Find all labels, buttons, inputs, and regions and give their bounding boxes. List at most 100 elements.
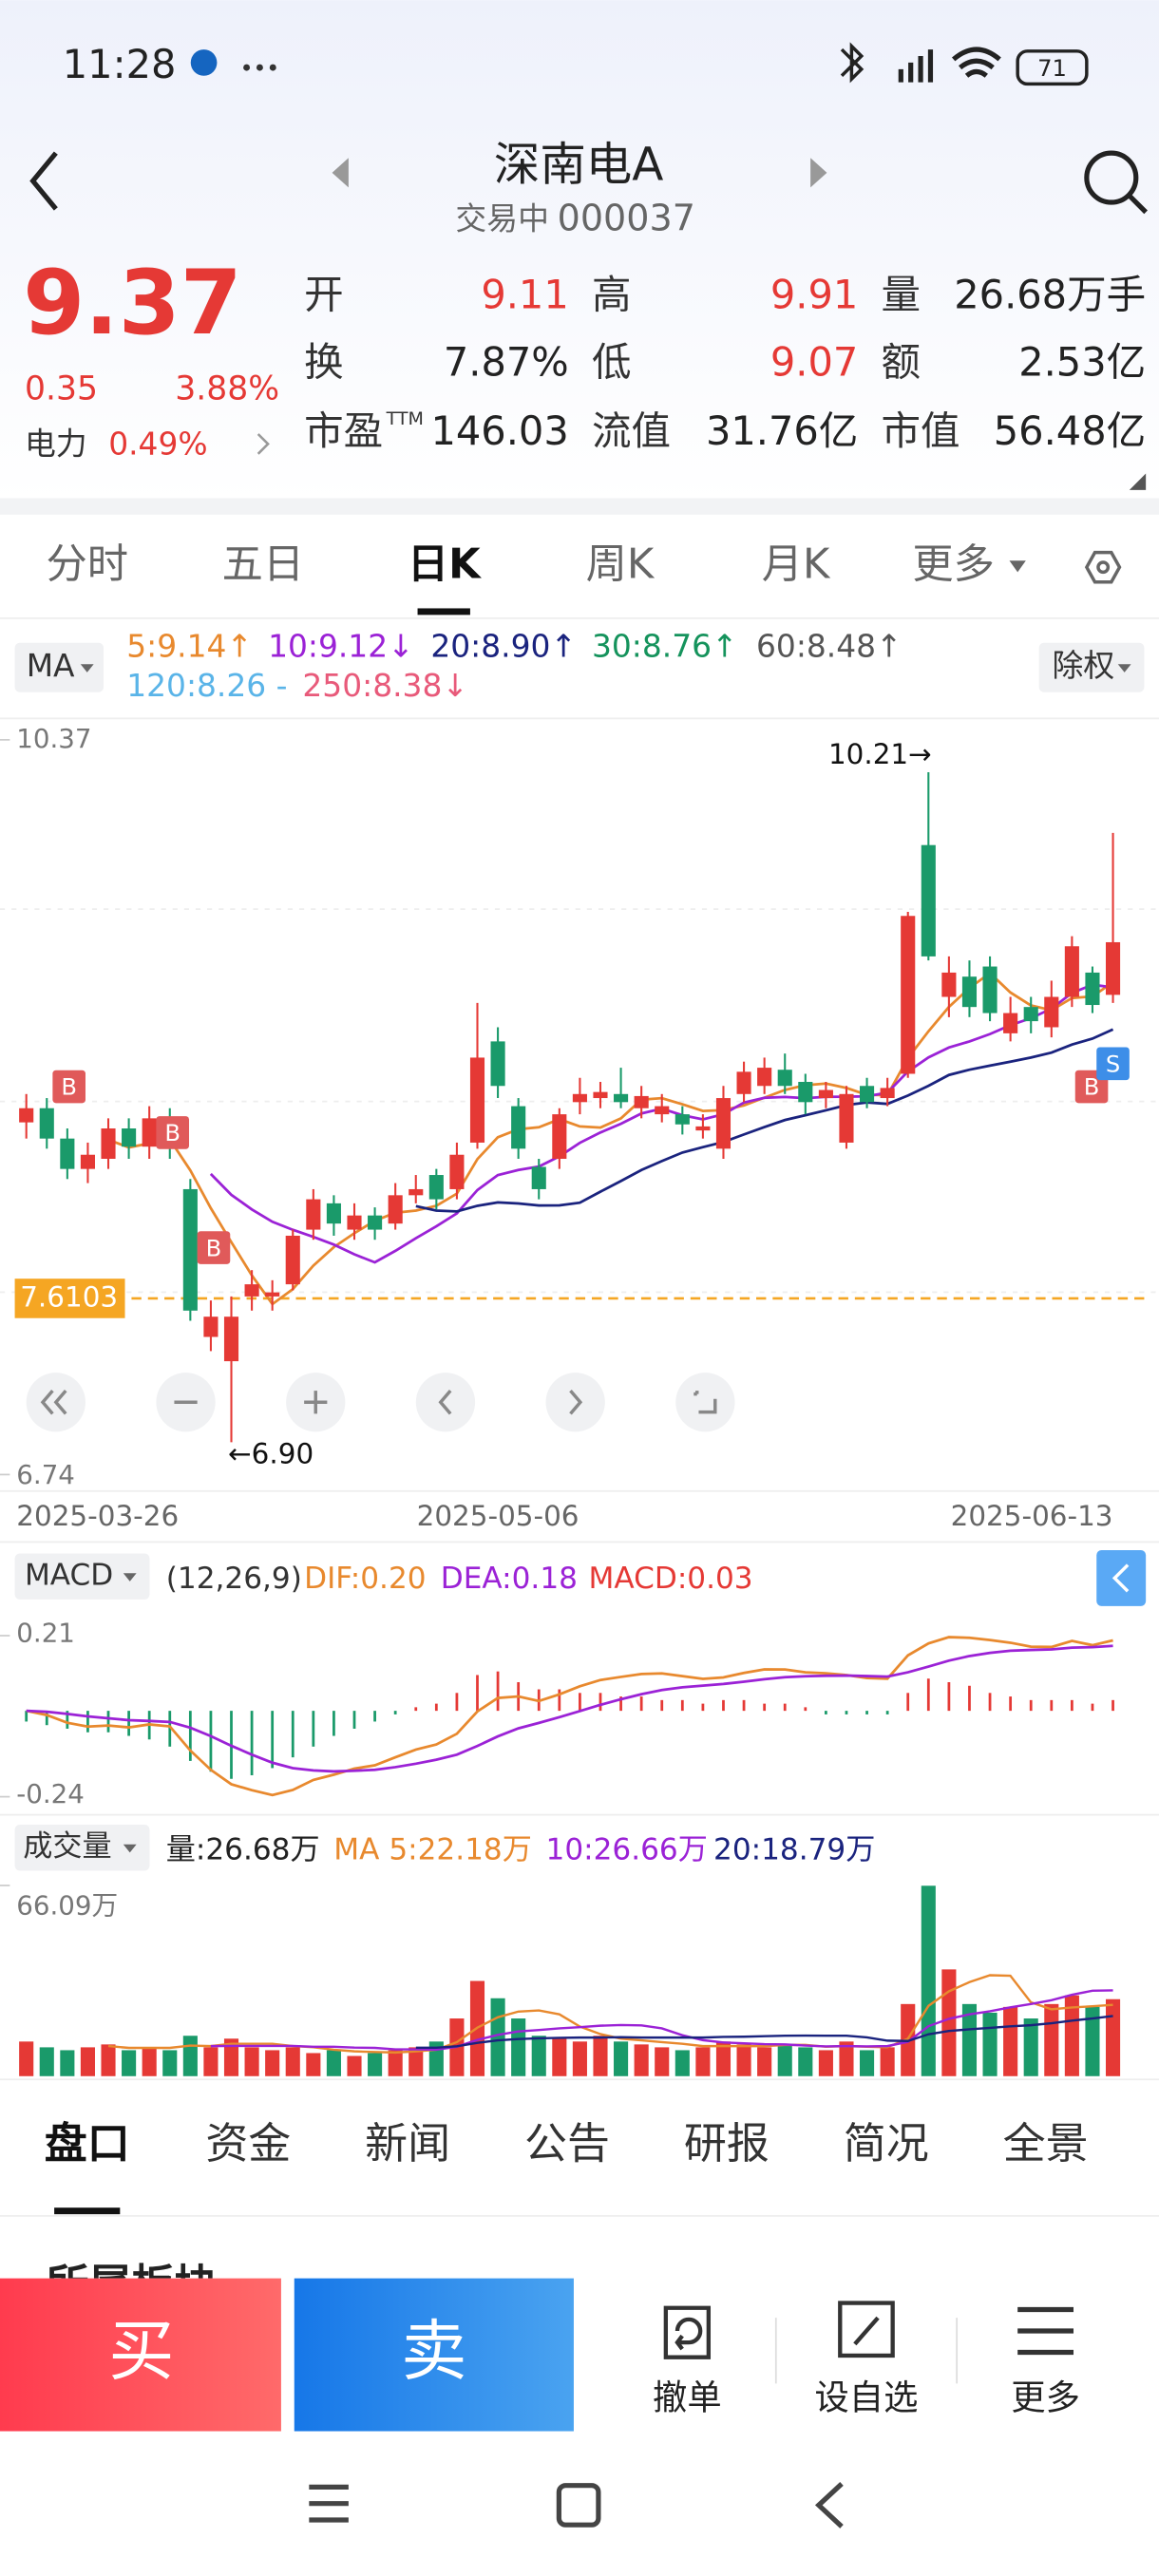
vol-legend: 20:18.79万 [713,1833,875,1867]
bluetooth-icon [840,42,864,84]
settings-dot [1096,560,1111,575]
ma-legend: 120:8.26 - [126,667,287,704]
vol-selector-bg[interactable] [14,1825,150,1871]
next-stock[interactable] [810,158,827,188]
status-time: 11:28 [63,41,177,87]
info-tab[interactable]: 盘口 [45,2118,130,2169]
macd-selector-bg[interactable] [14,1553,150,1600]
period-tab[interactable]: 分时 [46,541,128,589]
field-value: 9.91 [770,271,858,317]
volume-bar [80,2047,95,2076]
wifi-icon [951,47,1001,78]
dif-line [26,1636,1113,1797]
ma-selector-bg[interactable] [14,642,104,692]
candle-body [122,1128,137,1147]
more-icon[interactable] [1017,2306,1074,2356]
buy-button[interactable] [0,2278,281,2432]
candle-body [80,1154,95,1169]
candle-body [961,976,978,1008]
period-tab[interactable]: 更多 [912,541,995,589]
vol-legend: 量:26.68万 [166,1833,320,1867]
sell-label: 卖 [401,2314,466,2390]
candle-body [901,916,916,1074]
volume-bar [860,2050,875,2076]
candle-body [1023,1007,1038,1022]
cancel-icon[interactable] [663,2305,712,2359]
zoom-button[interactable] [415,1373,476,1432]
dropdown-arrow [1117,664,1131,672]
volume-bar [941,1969,957,2076]
period-tab[interactable]: 日K [408,541,482,589]
back-button[interactable] [29,151,58,211]
vol-selector: 成交量 [23,1829,111,1864]
adjust-bg[interactable] [1038,642,1145,692]
info-tab[interactable]: 公告 [524,2118,610,2169]
cost-label-bg [14,1279,125,1318]
candle-body [634,1095,649,1108]
trade-marker-bg [1096,1047,1130,1081]
power-arrow[interactable] [256,433,270,455]
volume-bar [182,2036,198,2076]
dea-line [26,1644,1113,1773]
trade-status: 交易中 [455,200,549,237]
info-tab[interactable]: 新闻 [365,2118,450,2169]
kline-chart: MA 除权 5:9.14↑ 10:9.12↓ 20:8.90↑ 30:8.76↑ 60:8.… [0,627,1159,2076]
field-value: 31.76亿 [706,407,858,454]
y-tick-label: 0.21 [16,1617,75,1648]
candle-body [265,1292,280,1297]
settings-icon[interactable] [1084,550,1122,584]
field-label: 额 [882,338,922,385]
ma-legend: 20:8.90↑ [430,627,577,664]
stock-name: 深南电A [494,139,663,192]
last-price: 9.37 [23,252,242,355]
info-tab[interactable]: 全景 [1003,2118,1089,2169]
candle-body [1003,1013,1018,1033]
volume-ma-line [415,2015,1113,2050]
vol-legend: MA 5:22.18万 [333,1833,532,1867]
sell-button[interactable] [294,2278,574,2432]
collapse-button[interactable] [1096,1550,1147,1606]
volume-bar [490,1998,505,2076]
ma-line [107,971,1114,1306]
zoom-button[interactable] [675,1373,735,1432]
info-tab[interactable]: 简况 [844,2118,929,2169]
info-tab[interactable]: 研报 [684,2118,770,2169]
volume-bar [347,2055,362,2076]
candle-body [921,844,936,957]
volume-bar [122,2050,137,2076]
nav-back[interactable] [814,2482,844,2529]
zoom-button[interactable] [545,1373,605,1432]
volume-bar [244,2047,259,2076]
zoom-icons [40,1390,717,1415]
candle-body [798,1082,813,1103]
field-value: 146.03 [430,407,568,454]
nav-menu[interactable] [309,2484,349,2523]
period-tab[interactable]: 五日 [222,541,305,589]
candle-body [757,1068,772,1087]
candle-body [736,1071,751,1094]
volume-bar [306,2053,321,2076]
volume-bar [101,2044,116,2076]
candle-body [223,1316,239,1362]
candle-body [408,1188,424,1196]
watchlist-icon[interactable] [838,2301,895,2358]
field-label: 市值 [882,407,960,454]
info-tab[interactable]: 资金 [205,2118,291,2169]
field-value: 2.53亿 [1018,338,1146,385]
period-tab[interactable]: 周K [586,541,656,589]
power-label: 电力 [25,426,87,463]
volume-bar [777,2044,792,2076]
search-button[interactable] [1084,150,1139,205]
prev-stock[interactable] [332,158,349,188]
candle-body [552,1114,567,1159]
volume-bar [1003,2006,1018,2076]
volume-bar [142,2047,157,2076]
period-tab[interactable]: 月K [762,541,831,589]
volume-bar [531,2036,546,2076]
nav-home[interactable] [556,2483,601,2528]
action-items: 撤单 设自选 更多 [653,2377,1080,2418]
candle-body [142,1118,157,1147]
volume-bar [1044,2003,1059,2076]
